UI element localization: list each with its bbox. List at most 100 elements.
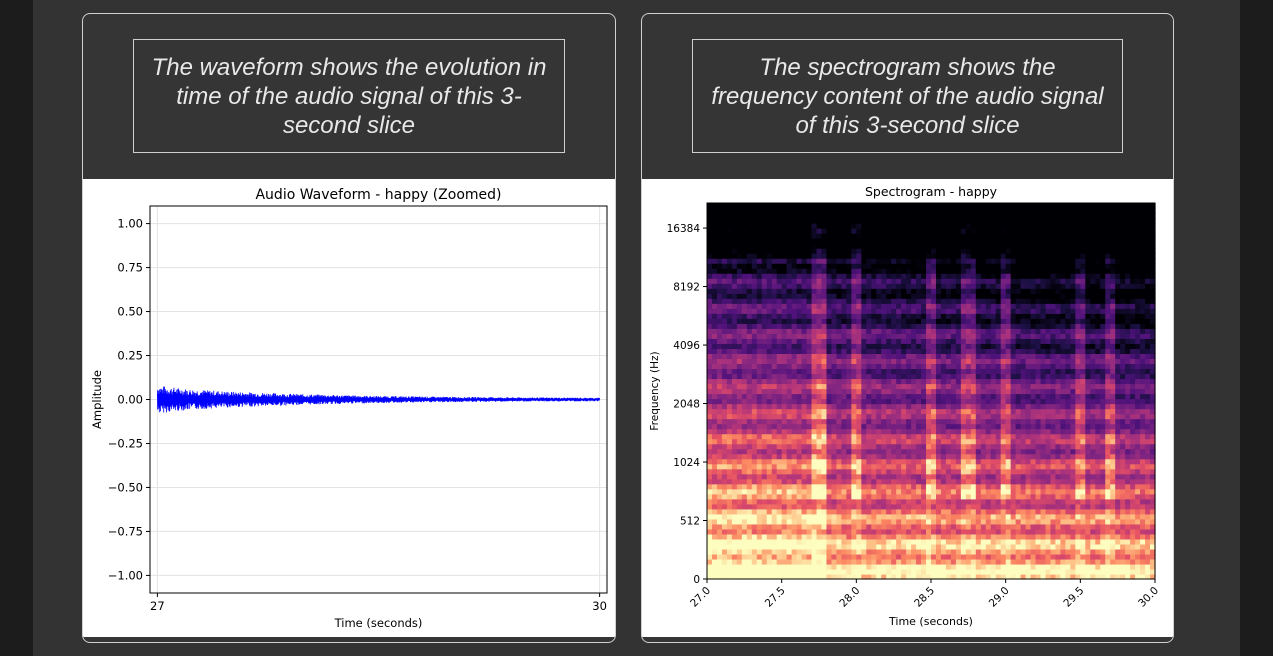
spectrogram-cell xyxy=(1095,408,1101,415)
spectrogram-cell xyxy=(1120,488,1126,495)
spectrogram-cell xyxy=(766,498,773,505)
spectrogram-cell xyxy=(1000,528,1007,535)
spectrogram-cell xyxy=(1060,458,1066,465)
spectrogram-cell xyxy=(886,333,892,339)
spectrogram-cell xyxy=(970,493,977,500)
spectrogram-cell xyxy=(901,513,907,520)
spectrogram-cell xyxy=(876,408,882,415)
spectrogram-cell xyxy=(926,338,932,344)
spectrogram-cell xyxy=(866,388,872,395)
spectrogram-cell xyxy=(886,548,892,555)
spectrogram-cell xyxy=(985,483,992,490)
spectrogram-cell xyxy=(1130,448,1136,455)
spectrogram-cell xyxy=(766,313,773,319)
spectrogram-cell xyxy=(741,388,748,395)
spectrogram-cell xyxy=(1085,303,1091,309)
spectrogram-cell xyxy=(931,463,937,470)
spectrogram-cell xyxy=(1125,448,1131,455)
spectrogram-cell xyxy=(866,308,872,314)
spectrogram-cell xyxy=(970,563,977,570)
spectrogram-cell xyxy=(1125,533,1131,540)
spectrogram-cell xyxy=(1120,318,1126,324)
spectrogram-cell xyxy=(886,393,892,400)
spectrogram-cell xyxy=(1020,348,1027,354)
spectrogram-cell xyxy=(866,528,872,535)
spectrogram-cell xyxy=(1040,373,1047,380)
spectrogram-cell xyxy=(1055,458,1062,465)
spectrogram-cell xyxy=(1075,433,1081,440)
spectrogram-cell xyxy=(1020,498,1027,505)
spectrogram-cell xyxy=(1075,513,1081,520)
spectrogram-cell xyxy=(1135,358,1141,365)
spectrogram-cell xyxy=(970,418,977,425)
spectrogram-cell xyxy=(1025,538,1032,545)
spectrogram-cell xyxy=(831,558,838,565)
spectrogram-cell xyxy=(766,413,773,420)
spectrogram-cell xyxy=(990,503,997,510)
spectrogram-cell xyxy=(906,558,912,565)
spectrogram-cell xyxy=(975,418,982,425)
spectrogram-cell xyxy=(901,553,907,560)
spectrogram-cell xyxy=(1025,403,1032,410)
spectrogram-cell xyxy=(1120,323,1126,329)
spectrogram-cell xyxy=(731,313,738,319)
spectrogram-cell xyxy=(931,403,937,410)
spectrogram-cell xyxy=(721,463,728,470)
spectrogram-cell xyxy=(741,478,748,485)
spectrogram-cell xyxy=(707,418,713,425)
spectrogram-cell xyxy=(1095,568,1101,575)
spectrogram-cell xyxy=(876,428,882,435)
spectrogram-cell xyxy=(841,543,847,550)
spectrogram-cell xyxy=(1060,498,1066,505)
spectrogram-cell xyxy=(776,483,783,490)
spectrogram-cell xyxy=(955,368,962,375)
spectrogram-cell xyxy=(1080,453,1086,460)
spectrogram-cell xyxy=(1060,373,1066,380)
spectrogram-cell xyxy=(811,453,818,460)
spectrogram-cell xyxy=(950,443,957,450)
spectrogram-cell xyxy=(726,383,733,390)
spectrogram-cell xyxy=(881,383,887,390)
spectrogram-cell xyxy=(741,523,748,530)
spectrogram-cell xyxy=(766,368,773,375)
spectrogram-cell xyxy=(1110,338,1116,344)
spectrogram-cell xyxy=(1015,363,1022,370)
spectrogram-cell xyxy=(1085,378,1091,385)
spectrogram-cell xyxy=(1095,448,1101,455)
spectrogram-cell xyxy=(851,548,857,555)
spectrogram-cell xyxy=(806,348,813,354)
spectrogram-cell xyxy=(886,553,892,560)
spectrogram-cell xyxy=(1080,338,1086,344)
spectrogram-cell xyxy=(1025,413,1032,420)
spectrogram-caption: The spectrogram shows the frequency cont… xyxy=(692,39,1123,153)
spectrogram-cell xyxy=(916,543,922,550)
spectrogram-cell xyxy=(776,508,783,515)
spectrogram-cell xyxy=(1080,558,1086,565)
spectrogram-cell xyxy=(906,418,912,425)
spectrogram-cell xyxy=(1115,318,1121,324)
spectrogram-cell xyxy=(1095,553,1101,560)
spectrogram-cell xyxy=(876,378,882,385)
spectrogram-cell xyxy=(1140,513,1146,520)
spectrogram-cell xyxy=(826,308,833,314)
spectrogram-cell xyxy=(846,568,852,575)
spectrogram-cell xyxy=(821,458,828,465)
spectrogram-cell xyxy=(736,538,743,545)
spectrogram-cell xyxy=(960,483,967,490)
spectrogram-cell xyxy=(791,383,798,390)
spectrogram-cell xyxy=(806,453,813,460)
spectrogram-cell xyxy=(926,468,932,475)
spectrogram-cell xyxy=(826,443,833,450)
spectrogram-cell xyxy=(906,313,912,319)
spectrogram-cell xyxy=(781,383,788,390)
spectrogram-cell xyxy=(851,343,857,349)
spectrogram-cell xyxy=(846,538,852,545)
spectrogram-cell xyxy=(1080,318,1086,324)
spectrogram-cell xyxy=(940,518,947,525)
spectrogram-cell xyxy=(990,328,997,334)
spectrogram-cell xyxy=(771,493,778,500)
spectrogram-cell xyxy=(1055,353,1062,360)
spectrogram-cell xyxy=(1060,323,1066,329)
y-tick-label: −0.50 xyxy=(108,480,143,494)
spectrogram-cell xyxy=(1120,548,1126,555)
